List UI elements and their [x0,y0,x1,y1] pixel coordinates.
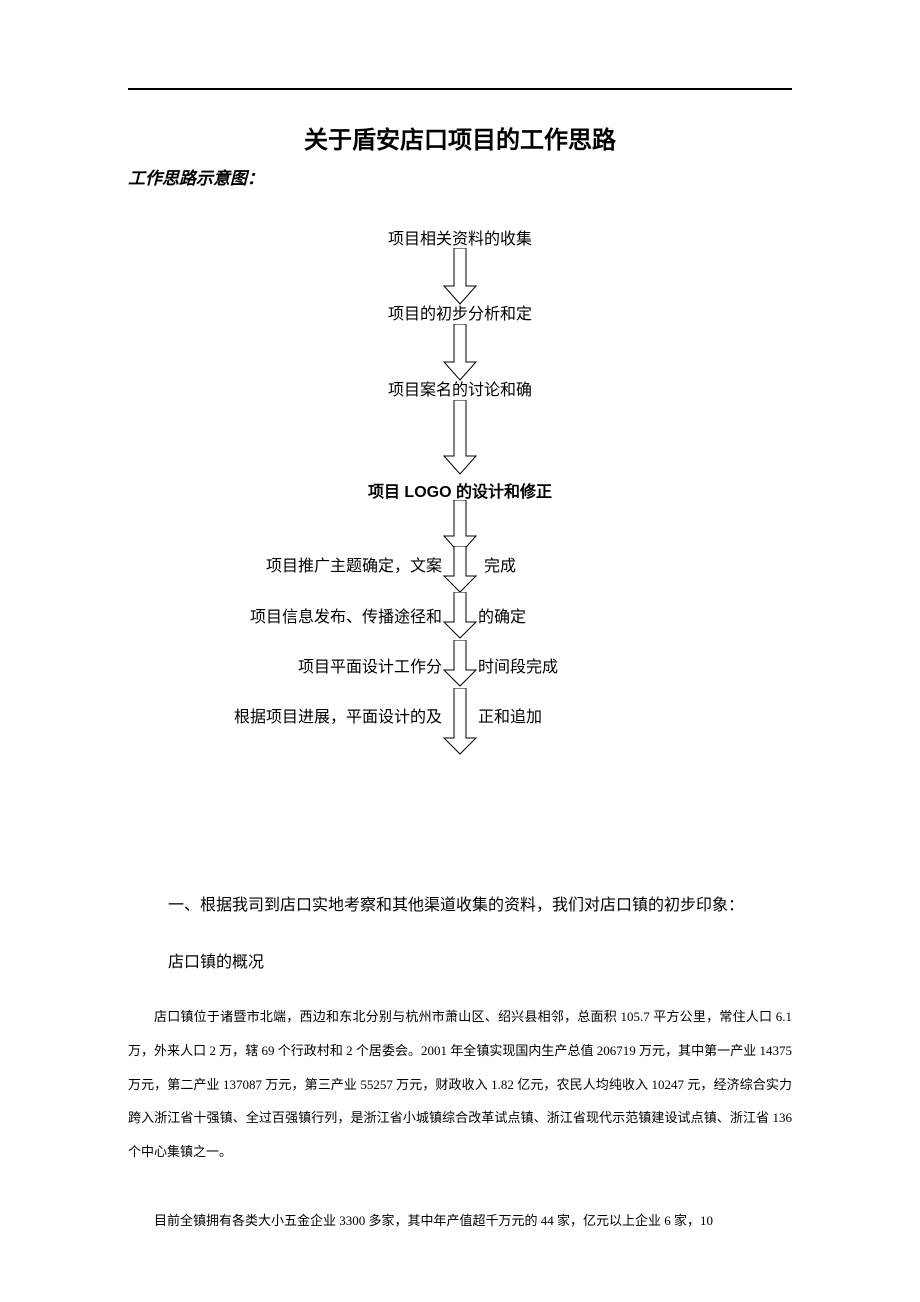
flow-step-6-left: 项目信息发布、传播途径和 [250,603,442,627]
flow-step-7-left: 项目平面设计工作分 [298,653,442,677]
arrow-down-icon [442,248,478,306]
document-page: 关于盾安店口项目的工作思路 工作思路示意图： 项目相关资料的收集 项目的初步分析… [0,0,920,1302]
arrow-down-icon [442,324,478,382]
flow-step-2: 项目的初步分析和定 [0,300,920,324]
section-1-heading: 一、根据我司到店口实地考察和其他渠道收集的资料，我们对店口镇的初步印象： [168,893,744,919]
flow-step-8-right: 正和追加 [478,703,542,727]
flow-step-8-left: 根据项目进展，平面设计的及 [234,703,442,727]
arrow-down-icon [442,592,478,640]
header-rule [128,88,792,90]
arrow-down-icon [442,688,478,756]
flow-step-4: 项目 LOGO 的设计和修正 [0,478,920,502]
flow-step-1: 项目相关资料的收集 [0,225,920,249]
flow-step-3: 项目案名的讨论和确 [0,376,920,400]
arrow-down-icon [442,640,478,688]
diagram-subtitle: 工作思路示意图： [128,164,264,189]
arrow-down-icon [442,400,478,476]
flow-step-5-left: 项目推广主题确定，文案 [266,552,442,576]
document-title: 关于盾安店口项目的工作思路 [0,120,920,155]
arrow-down-icon [442,546,478,594]
flow-step-6-right: 的确定 [478,603,526,627]
flow-step-2-text: 项目的初步分析和定 [388,306,532,323]
flow-step-7-right: 时间段完成 [478,653,558,677]
flow-step-3-text: 项目案名的讨论和确 [388,382,532,399]
section-1-subheading: 店口镇的概况 [168,950,264,976]
paragraph-2: 目前全镇拥有各类大小五金企业 3300 多家，其中年产值超千万元的 44 家，亿… [128,1204,792,1238]
flow-step-5-right: 完成 [484,552,516,576]
paragraph-1: 店口镇位于诸暨市北端，西边和东北分别与杭州市萧山区、绍兴县相邻，总面积 105.… [128,1000,792,1169]
